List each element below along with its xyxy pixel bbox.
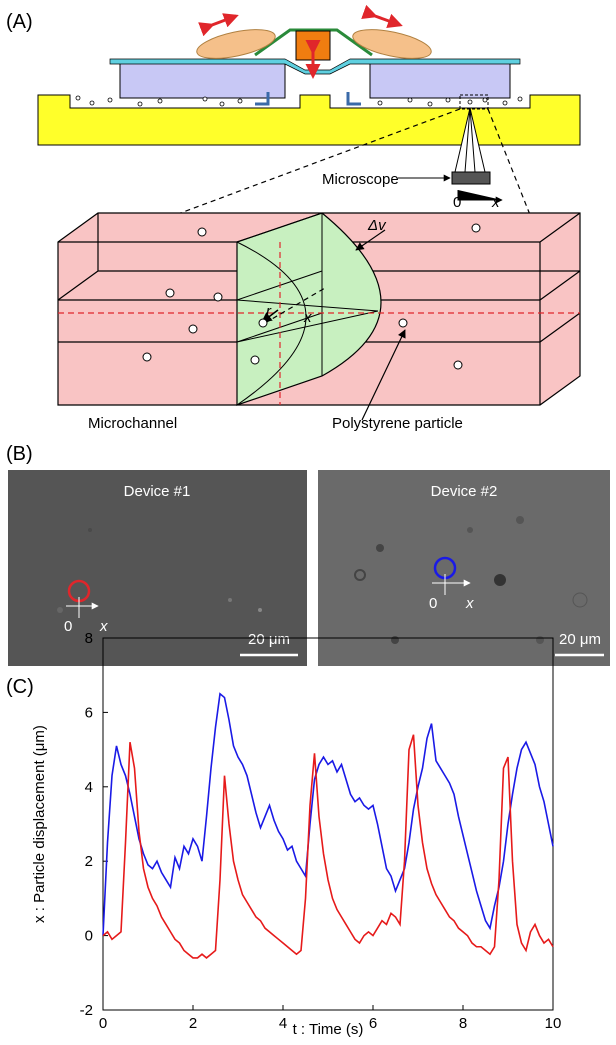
velocity-label: Δv: [367, 217, 387, 234]
panel-label: (C): [6, 676, 34, 698]
origin-label: 0: [429, 595, 437, 612]
channel-label: Microchannel: [88, 415, 177, 432]
origin-label: 0: [453, 194, 461, 211]
plot-frame: [103, 638, 553, 1010]
y-tick-label: 4: [85, 779, 93, 796]
data-line: [103, 735, 553, 958]
particle-label: Polystyrene particle: [332, 415, 463, 432]
x-tick-label: 10: [545, 1015, 562, 1032]
image-title: Device #2: [431, 483, 498, 500]
panel-label: (A): [6, 11, 33, 33]
scale-bar-label: 20 μm: [559, 631, 601, 648]
y-tick-label: 8: [85, 630, 93, 647]
x-tick-label: 0: [99, 1015, 107, 1032]
data-line: [103, 694, 553, 936]
panel-label: (B): [6, 443, 33, 465]
image-title: Device #1: [124, 483, 191, 500]
y-tick-label: -2: [80, 1002, 93, 1019]
scale-bar-label: 20 μm: [248, 631, 290, 648]
x-tick-label: 2: [189, 1015, 197, 1032]
position-label: x: [303, 309, 312, 326]
microscope-label: Microscope: [322, 171, 399, 188]
device-cross-section: [38, 16, 580, 200]
y-tick-label: 0: [85, 928, 93, 945]
y-axis-title: x : Particle displacement (μm): [31, 725, 48, 923]
x-axis-title: t : Time (s): [293, 1021, 364, 1038]
x-tick-label: 4: [279, 1015, 287, 1032]
origin-label: 0: [64, 618, 72, 635]
figure: (A) Microscope 0 x: [0, 0, 616, 1040]
axis-label: x: [465, 595, 474, 612]
x-tick-label: 6: [369, 1015, 377, 1032]
y-tick-label: 2: [85, 853, 93, 870]
axis-label: x: [99, 618, 108, 635]
y-tick-label: 6: [85, 704, 93, 721]
axis-label: x: [491, 194, 500, 211]
channel-diagram: [58, 109, 580, 420]
x-tick-label: 8: [459, 1015, 467, 1032]
